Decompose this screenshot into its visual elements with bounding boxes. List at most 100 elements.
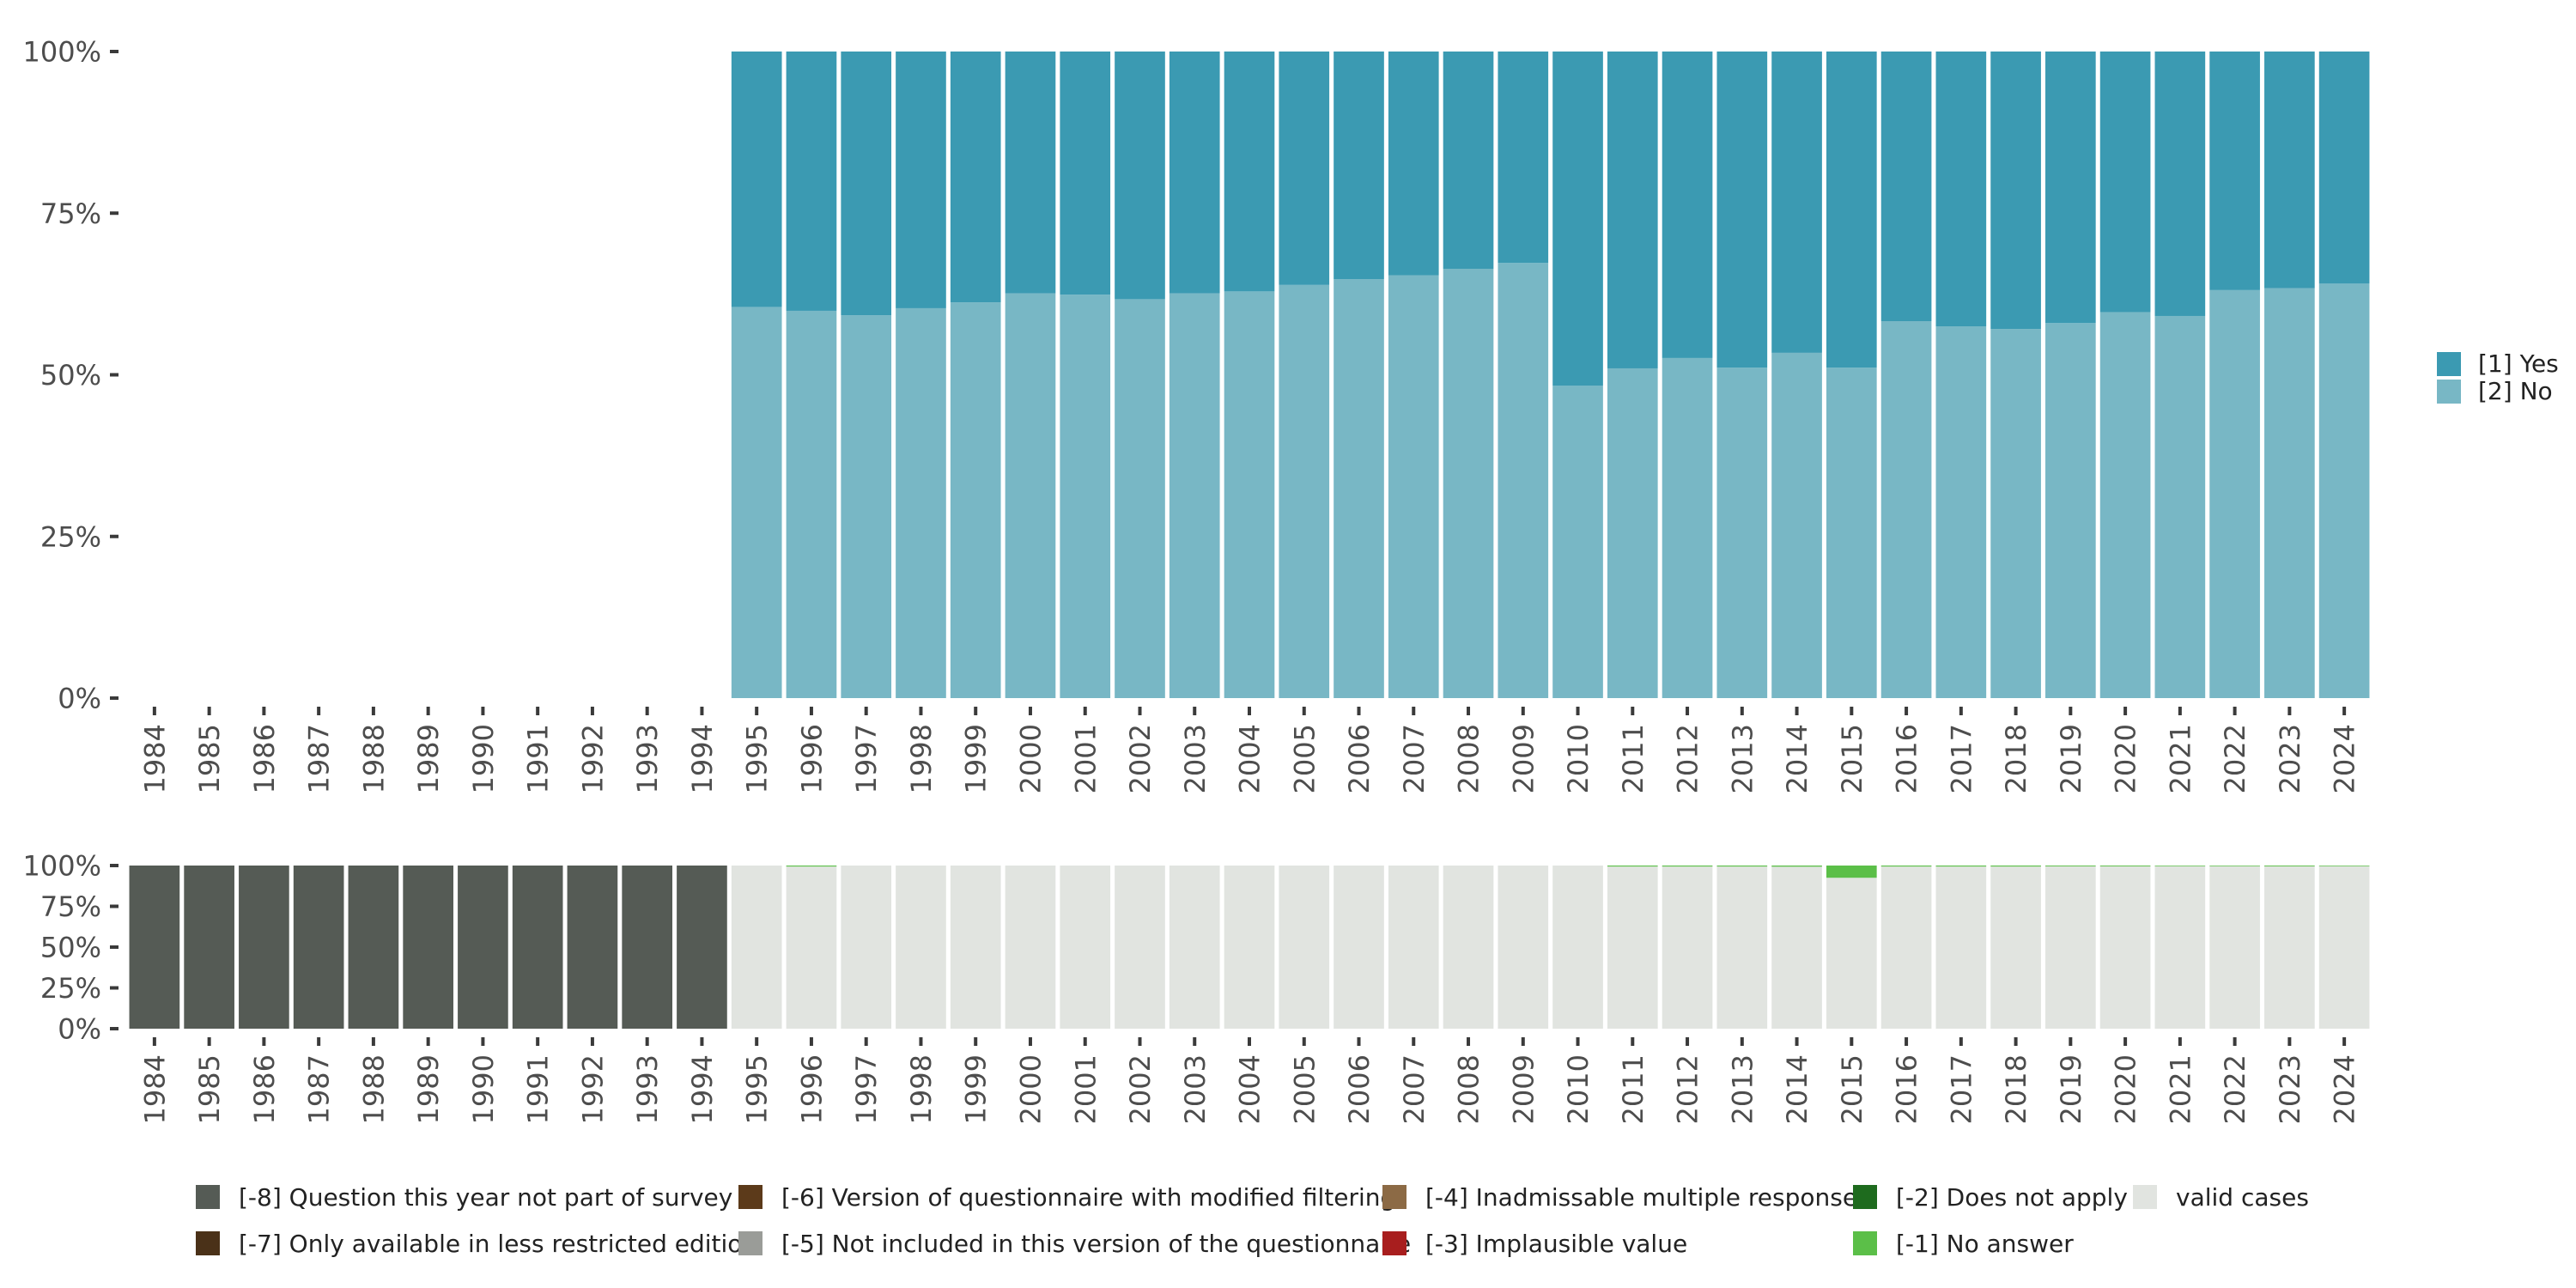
x-tick-label: 1986 — [248, 1054, 281, 1124]
x-tick-label: 2007 — [1398, 1054, 1431, 1124]
bar-segment — [2264, 52, 2315, 289]
x-tick-label: 2022 — [2219, 724, 2251, 793]
bar-segment — [1771, 52, 1822, 353]
bar-segment — [1716, 368, 1768, 698]
bar-segment — [1224, 866, 1275, 1029]
bar-segment — [1498, 263, 1549, 698]
x-tick-label: 2021 — [2164, 1054, 2196, 1124]
x-tick-label: 1992 — [576, 1054, 609, 1124]
x-tick-label: 1990 — [467, 724, 500, 793]
y-tick-label: 100% — [23, 850, 101, 883]
x-tick-label: 1987 — [303, 1054, 336, 1124]
x-tick-label: 2014 — [1781, 724, 1814, 793]
bar-segment — [1552, 386, 1603, 698]
legend-swatch — [2437, 352, 2461, 376]
x-tick-label: 2005 — [1288, 1054, 1321, 1124]
bar-segment — [1443, 866, 1494, 1029]
y-tick-label: 75% — [40, 197, 101, 230]
x-tick-label: 2018 — [2000, 724, 2032, 793]
x-tick-label: 1993 — [631, 1054, 664, 1124]
x-tick-label: 2018 — [2000, 1054, 2032, 1124]
bar-segment — [1662, 357, 1713, 698]
bar-segment — [1060, 52, 1111, 295]
bar-segment — [403, 866, 453, 1029]
bar-segment — [1224, 52, 1275, 292]
bar-segment — [1279, 284, 1330, 698]
bar-segment — [1279, 866, 1330, 1029]
x-tick-label: 2006 — [1343, 724, 1376, 793]
y-tick-label: 25% — [40, 520, 101, 553]
bar-segment — [731, 52, 782, 307]
bar-segment — [1607, 866, 1658, 1029]
bar-segment — [896, 866, 946, 1029]
x-tick-label: 2024 — [2329, 724, 2361, 793]
x-tick-label: 1999 — [960, 724, 993, 793]
bottom-chart-panel: 0% 25% 50% 75% 100% 1984 1985 1986 1987 1988 1989 1… — [23, 850, 2370, 1124]
legend-label: [-6] Version of questionnaire with modif… — [781, 1183, 1395, 1212]
bar-segment — [348, 866, 399, 1029]
x-tick-label: 2008 — [1453, 724, 1485, 793]
bar-segment — [1771, 866, 1822, 1029]
legend-swatch — [1382, 1231, 1406, 1255]
x-tick-label: 2005 — [1288, 724, 1321, 793]
bar-segment — [1990, 52, 2041, 330]
x-tick-label: 2013 — [1726, 1054, 1759, 1124]
bar-segment — [1826, 52, 1877, 368]
bar-segment — [2045, 323, 2096, 698]
bar-segment — [841, 866, 892, 1029]
legend-label: valid cases — [2176, 1183, 2309, 1212]
x-tick-label: 2003 — [1179, 1054, 1212, 1124]
x-tick-label: 1996 — [795, 1054, 828, 1124]
x-tick-label: 2001 — [1069, 1054, 1102, 1124]
bar-segment — [896, 52, 946, 308]
x-tick-label: 2017 — [1945, 1054, 1978, 1124]
bar-segment — [786, 310, 837, 698]
bar-segment — [239, 866, 289, 1029]
bar-segment — [1334, 52, 1384, 280]
bar-segment — [1880, 321, 1932, 698]
bar-segment — [950, 302, 1001, 698]
bar-segment — [1169, 293, 1220, 698]
x-tick-label: 1994 — [686, 1054, 719, 1124]
bar-segment — [1115, 52, 1165, 300]
x-tick-label: 2017 — [1945, 724, 1978, 793]
x-tick-label: 2022 — [2219, 1054, 2251, 1124]
bar-segment — [2099, 312, 2151, 698]
bar-segment — [2209, 289, 2260, 698]
legend-swatch — [738, 1185, 762, 1209]
x-tick-label: 2019 — [2055, 724, 2087, 793]
bar-segment — [2099, 52, 2151, 313]
bar-segment — [2209, 866, 2260, 1029]
x-tick-label: 2004 — [1234, 724, 1267, 793]
x-tick-label: 2019 — [2055, 1054, 2087, 1124]
bar-segment — [1005, 866, 1056, 1029]
bar-segment — [1662, 52, 1713, 358]
legend-swatch — [2437, 380, 2461, 404]
y-tick-label: 0% — [58, 1013, 101, 1046]
bar-segment — [1115, 299, 1165, 698]
x-tick-label: 2002 — [1124, 1054, 1157, 1124]
bar-segment — [2099, 866, 2151, 1029]
x-tick-label: 2002 — [1124, 724, 1157, 793]
x-tick-label: 2008 — [1453, 1054, 1485, 1124]
bar-segment — [950, 52, 1001, 303]
bar-segment — [1826, 368, 1877, 698]
legend-label: [1] Yes — [2478, 349, 2559, 378]
x-tick-label: 2016 — [1891, 724, 1923, 793]
bar-segment — [841, 315, 892, 698]
x-tick-label: 1999 — [960, 1054, 993, 1124]
bar-segment — [458, 866, 508, 1029]
bar-segment — [2318, 866, 2370, 1029]
bar-segment — [622, 866, 673, 1029]
bar-segment — [786, 52, 837, 311]
y-tick-label: 25% — [40, 972, 101, 1005]
x-tick-label: 1985 — [193, 724, 226, 793]
bar-segment — [512, 866, 563, 1029]
x-tick-label: 1987 — [303, 724, 336, 793]
x-tick-label: 1992 — [576, 724, 609, 793]
x-tick-label: 2023 — [2274, 1054, 2306, 1124]
legend-label: [-2] Does not apply — [1896, 1183, 2128, 1212]
x-tick-label: 2012 — [1672, 1054, 1704, 1124]
bar-segment — [1826, 866, 1877, 878]
bar-segment — [184, 866, 234, 1029]
